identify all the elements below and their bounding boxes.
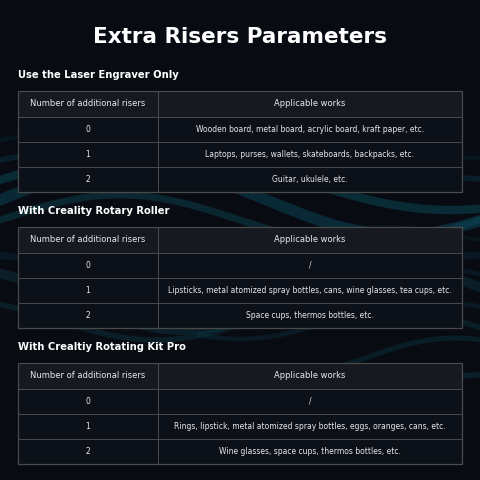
Bar	[18, 363, 462, 464]
Bar	[18, 227, 462, 253]
Text: Extra Risers Parameters: Extra Risers Parameters	[93, 27, 387, 47]
Text: With Crealtiy Rotating Kit Pro: With Crealtiy Rotating Kit Pro	[18, 342, 186, 352]
Text: 1: 1	[85, 150, 90, 159]
Bar	[18, 117, 462, 142]
Bar	[18, 414, 462, 439]
Bar	[18, 278, 462, 303]
Text: /: /	[309, 397, 311, 406]
Text: Applicable works: Applicable works	[274, 236, 346, 244]
Bar	[18, 363, 462, 389]
Bar	[18, 389, 462, 414]
Bar	[18, 253, 462, 278]
Text: Applicable works: Applicable works	[274, 99, 346, 108]
Bar	[18, 167, 462, 192]
Text: Number of additional risers: Number of additional risers	[30, 236, 145, 244]
Text: 0: 0	[85, 125, 90, 134]
Bar	[18, 142, 462, 167]
Text: Applicable works: Applicable works	[274, 372, 346, 381]
Text: Laptops, purses, wallets, skateboards, backpacks, etc.: Laptops, purses, wallets, skateboards, b…	[205, 150, 414, 159]
Text: Lipsticks, metal atomized spray bottles, cans, wine glasses, tea cups, etc.: Lipsticks, metal atomized spray bottles,…	[168, 286, 452, 295]
Text: Wine glasses, space cups, thermos bottles, etc.: Wine glasses, space cups, thermos bottle…	[219, 447, 401, 456]
Text: 1: 1	[85, 286, 90, 295]
Text: 0: 0	[85, 397, 90, 406]
Text: 1: 1	[85, 422, 90, 431]
Text: 2: 2	[85, 175, 90, 184]
Text: 2: 2	[85, 447, 90, 456]
Text: Guitar, ukulele, etc.: Guitar, ukulele, etc.	[272, 175, 348, 184]
Text: 2: 2	[85, 311, 90, 320]
Text: Use the Laser Engraver Only: Use the Laser Engraver Only	[18, 70, 179, 80]
Text: With Creality Rotary Roller: With Creality Rotary Roller	[18, 206, 169, 216]
Text: 0: 0	[85, 261, 90, 270]
Text: Number of additional risers: Number of additional risers	[30, 372, 145, 381]
Bar	[18, 227, 462, 328]
Bar	[18, 91, 462, 192]
Text: Wooden board, metal board, acrylic board, kraft paper, etc.: Wooden board, metal board, acrylic board…	[196, 125, 424, 134]
Text: /: /	[309, 261, 311, 270]
Text: Rings, lipstick, metal atomized spray bottles, eggs, oranges, cans, etc.: Rings, lipstick, metal atomized spray bo…	[174, 422, 446, 431]
Text: Number of additional risers: Number of additional risers	[30, 99, 145, 108]
Bar	[18, 439, 462, 464]
Text: Space cups, thermos bottles, etc.: Space cups, thermos bottles, etc.	[246, 311, 374, 320]
Bar	[18, 303, 462, 328]
Bar	[18, 91, 462, 117]
